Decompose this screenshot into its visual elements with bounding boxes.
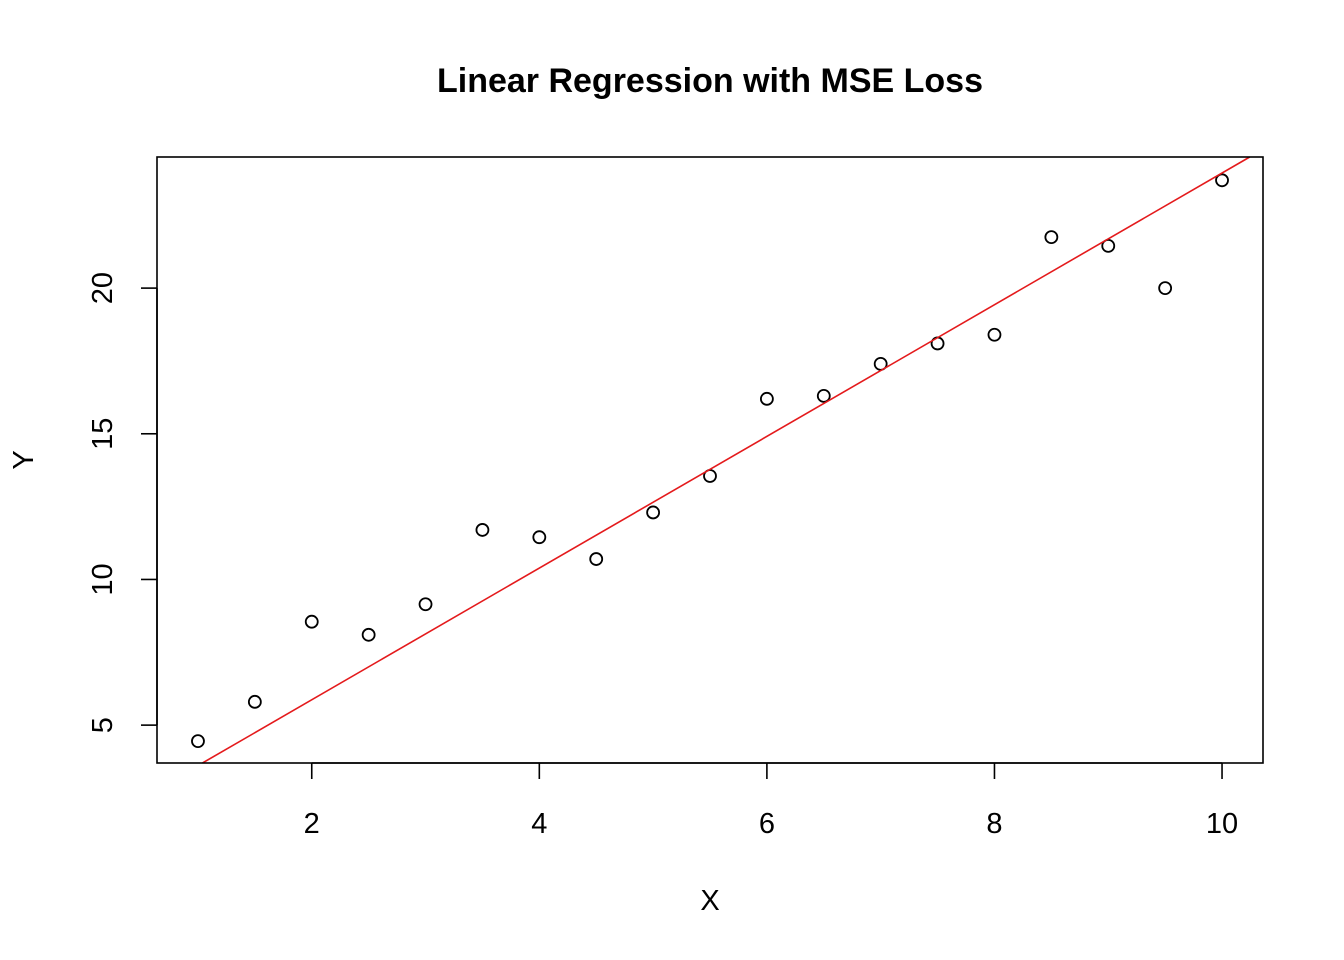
data-point bbox=[987, 327, 1002, 342]
x-tick-label: 2 bbox=[304, 808, 320, 840]
data-point bbox=[418, 597, 433, 612]
x-tick-label: 4 bbox=[531, 808, 547, 840]
y-axis-label: Y bbox=[8, 450, 40, 469]
regression-line bbox=[202, 156, 1251, 764]
data-point bbox=[816, 389, 831, 403]
y-tick-label: 10 bbox=[87, 563, 119, 595]
data-point bbox=[759, 391, 774, 406]
x-tick-label: 8 bbox=[986, 808, 1002, 840]
y-tick-label: 15 bbox=[87, 418, 119, 450]
data-point bbox=[1215, 173, 1229, 188]
data-point bbox=[1044, 230, 1059, 245]
data-point bbox=[247, 694, 262, 709]
y-axis: 5 10 15 20 bbox=[87, 272, 158, 733]
data-point bbox=[589, 552, 604, 566]
fit-line-group bbox=[202, 156, 1251, 764]
y-tick-label: 5 bbox=[87, 717, 119, 733]
data-point bbox=[361, 627, 376, 642]
points-group bbox=[191, 173, 1229, 749]
x-tick-label: 10 bbox=[1206, 808, 1238, 840]
y-tick-label: 20 bbox=[87, 272, 119, 304]
x-axis: 2 4 6 8 10 bbox=[304, 762, 1238, 840]
data-point bbox=[304, 614, 319, 629]
data-point bbox=[1101, 238, 1116, 253]
x-tick-label: 6 bbox=[759, 808, 775, 840]
x-axis-label: X bbox=[700, 885, 719, 917]
plot-frame bbox=[156, 156, 1264, 764]
data-point bbox=[191, 734, 205, 749]
data-point bbox=[646, 505, 661, 520]
chart-title: Linear Regression with MSE Loss bbox=[437, 62, 983, 100]
data-point bbox=[475, 523, 490, 537]
data-point bbox=[532, 530, 547, 545]
data-point bbox=[1158, 281, 1173, 296]
